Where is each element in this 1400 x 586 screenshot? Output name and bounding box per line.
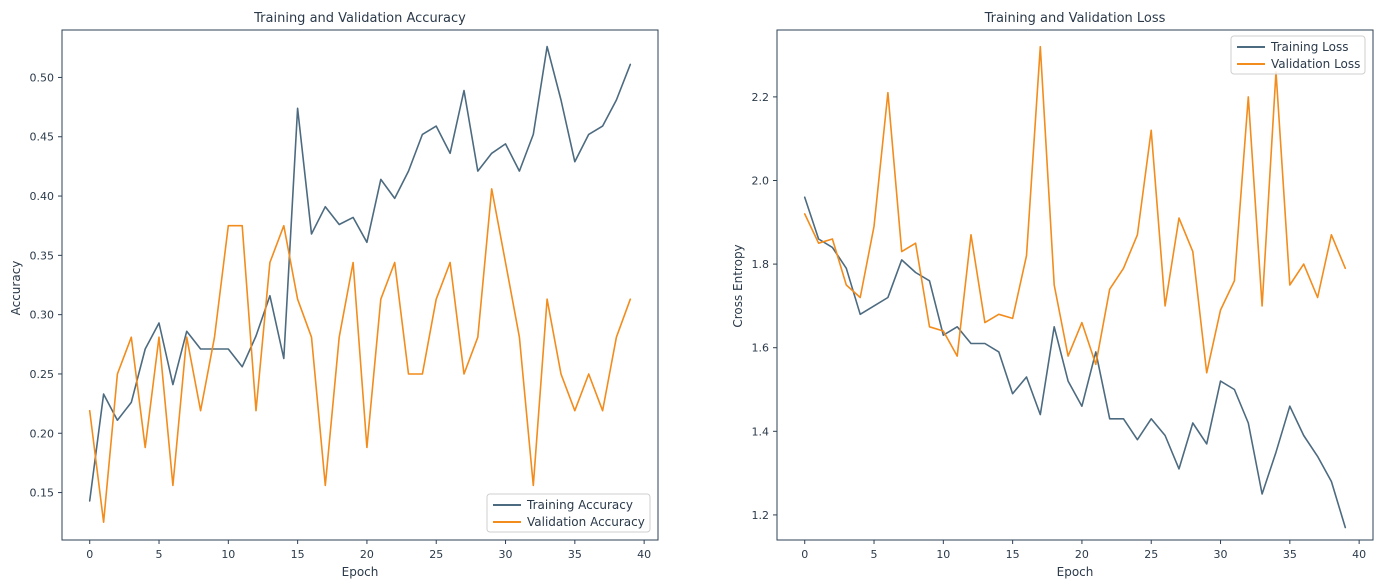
y-tick-label: 1.4: [752, 425, 770, 438]
plot-frame: [776, 29, 1374, 541]
y-tick-label: 0.15: [30, 487, 55, 500]
legend-label: Validation Accuracy: [527, 515, 645, 529]
legend-box: [486, 493, 651, 533]
x-tick-label: 40: [1352, 548, 1366, 561]
y-tick-label: 0.30: [30, 309, 55, 322]
series-line-validation-accuracy: [88, 188, 632, 524]
x-tick-label: 35: [568, 548, 582, 561]
y-tick-label: 0.40: [30, 190, 55, 203]
x-axis-label: Epoch: [342, 565, 379, 579]
y-tick-label: 0.25: [30, 368, 55, 381]
legend-label: Training Accuracy: [526, 498, 633, 512]
x-axis-label: Epoch: [1057, 565, 1094, 579]
x-tick-label: 35: [1283, 548, 1297, 561]
legend-label: Validation Loss: [1271, 57, 1360, 71]
y-tick-label: 1.2: [752, 509, 770, 522]
y-tick-label: 2.0: [752, 174, 770, 187]
x-tick-label: 20: [360, 548, 374, 561]
x-tick-label: 25: [1144, 548, 1158, 561]
x-tick-label: 15: [291, 548, 305, 561]
x-tick-label: 5: [871, 548, 878, 561]
series-line-training-loss: [803, 196, 1347, 529]
y-tick-label: 0.50: [30, 71, 55, 84]
series-line-training-accuracy: [88, 45, 632, 502]
y-tick-label: 0.20: [30, 427, 55, 440]
y-tick-label: 0.45: [30, 131, 55, 144]
series-line-validation-loss: [803, 45, 1347, 374]
x-tick-label: 30: [1214, 548, 1228, 561]
plot-frame: [61, 29, 659, 541]
x-tick-label: 0: [801, 548, 808, 561]
y-axis-label: Accuracy: [9, 261, 23, 316]
chart-title: Training and Validation Accuracy: [253, 11, 466, 26]
loss-chart: Training and Validation Loss Epoch Cross…: [731, 11, 1374, 579]
x-tick-label: 15: [1006, 548, 1020, 561]
legend-label: Training Loss: [1270, 40, 1348, 54]
y-tick-label: 2.2: [752, 91, 770, 104]
x-tick-label: 5: [156, 548, 163, 561]
chart-title: Training and Validation Loss: [984, 11, 1166, 26]
legend: Training Loss Validation Loss: [1230, 35, 1366, 75]
x-tick-label: 25: [429, 548, 443, 561]
x-tick-label: 20: [1075, 548, 1089, 561]
y-tick-label: 1.6: [752, 342, 770, 355]
x-tick-label: 10: [936, 548, 950, 561]
x-tick-label: 10: [221, 548, 235, 561]
accuracy-chart: Training and Validation Accuracy Epoch A…: [9, 11, 659, 579]
x-tick-label: 30: [499, 548, 513, 561]
x-tick-label: 0: [86, 548, 93, 561]
y-axis-label: Cross Entropy: [731, 244, 745, 327]
y-tick-label: 0.35: [30, 249, 55, 262]
y-tick-label: 1.8: [752, 258, 770, 271]
legend: Training Accuracy Validation Accuracy: [486, 493, 651, 533]
x-tick-label: 40: [637, 548, 651, 561]
